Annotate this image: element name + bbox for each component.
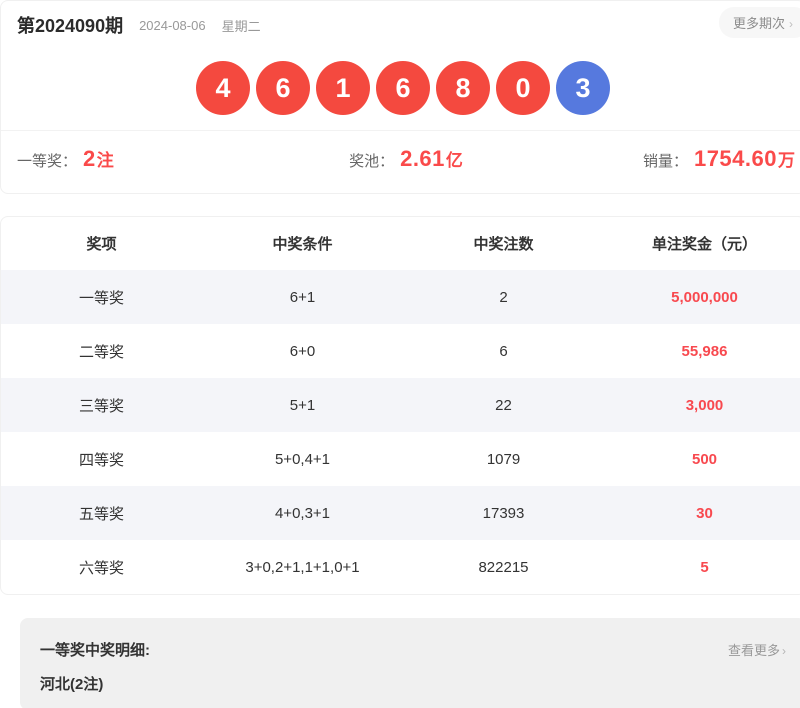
issue-header: 第2024090期 2024-08-06 星期二 更多期次 › (1, 1, 800, 46)
ball-red: 4 (196, 61, 250, 115)
stat-value: 2 (83, 146, 96, 171)
stat-label: 销量： (642, 153, 688, 170)
cell-condition: 6+0 (289, 342, 316, 360)
stat-value: 2.61 (400, 146, 445, 171)
see-more-link[interactable]: 查看更多 › (728, 640, 786, 659)
cell-win-count: 822215 (478, 558, 529, 576)
table-row: 一等奖 6+1 2 5,000,000 (1, 270, 800, 324)
cell-win-count: 1079 (486, 450, 521, 468)
table-row: 三等奖 5+1 22 3,000 (1, 378, 800, 432)
cell-prize-amount: 500 (691, 450, 718, 468)
prize-table: 奖项 中奖条件 中奖注数 单注奖金（元） 一等奖 6+1 2 5,000,000… (1, 217, 800, 594)
cell-prize-amount: 5,000,000 (671, 288, 738, 306)
draw-weekday: 星期二 (221, 18, 261, 34)
first-prize-details-card: 一等奖中奖明细: 查看更多 › 河北(2注) (20, 618, 800, 708)
cell-win-count: 2 (499, 288, 508, 306)
more-issues-label: 更多期次 (732, 16, 785, 31)
ball-blue: 3 (556, 61, 610, 115)
stat-unit: 注 (96, 151, 114, 170)
chevron-right-icon: › (789, 17, 793, 31)
details-title: 一等奖中奖明细: (40, 642, 150, 659)
more-issues-button[interactable]: 更多期次 › (718, 7, 800, 38)
ball-red: 0 (496, 61, 550, 115)
cell-prize-level: 六等奖 (78, 559, 124, 577)
winners-text: 河北(2注) (40, 676, 104, 693)
stat-jackpot: 奖池： 2.61 亿 (276, 146, 535, 172)
cell-prize-level: 四等奖 (78, 451, 124, 469)
cell-prize-level: 三等奖 (78, 397, 124, 415)
cell-prize-amount: 3,000 (685, 396, 724, 414)
cell-win-count: 17393 (482, 504, 525, 522)
see-more-label: 查看更多 (727, 643, 780, 658)
cell-condition: 5+1 (289, 396, 316, 414)
ball-red: 8 (436, 61, 490, 115)
table-header-row: 奖项 中奖条件 中奖注数 单注奖金（元） (1, 217, 800, 270)
draw-date: 2024-08-06 (139, 17, 206, 33)
stat-label: 一等奖： (17, 153, 78, 170)
cell-condition: 5+0,4+1 (274, 450, 331, 468)
prize-table-card: 奖项 中奖条件 中奖注数 单注奖金（元） 一等奖 6+1 2 5,000,000… (0, 216, 800, 595)
cell-prize-level: 五等奖 (78, 505, 124, 523)
stat-sales: 销量： 1754.60 万 (536, 146, 795, 172)
cell-condition: 3+0,2+1,1+1,0+1 (245, 558, 360, 576)
cell-prize-amount: 5 (700, 558, 709, 576)
chevron-right-icon: › (782, 644, 786, 658)
ball-red: 6 (256, 61, 310, 115)
stats-row: 一等奖： 2 注 奖池： 2.61 亿 销量： 1754.60 万 (1, 130, 800, 193)
details-header: 一等奖中奖明细: 查看更多 › (40, 639, 786, 660)
cell-win-count: 6 (499, 342, 508, 360)
stat-unit: 万 (777, 151, 795, 170)
stat-first-prize: 一等奖： 2 注 (17, 146, 276, 172)
issue-number: 第2024090期 (17, 16, 124, 36)
cell-prize-amount: 30 (696, 504, 713, 522)
cell-prize-level: 一等奖 (78, 289, 124, 307)
stat-value: 1754.60 (693, 146, 777, 171)
col-header-condition: 中奖条件 (272, 236, 333, 253)
table-row: 二等奖 6+0 6 55,986 (1, 324, 800, 378)
table-row: 四等奖 5+0,4+1 1079 500 (1, 432, 800, 486)
col-header-prize-level: 奖项 (86, 236, 117, 253)
cell-prize-amount: 55,986 (681, 342, 728, 360)
winning-numbers: 4 6 1 6 8 0 3 (1, 46, 800, 130)
stat-unit: 亿 (445, 151, 463, 170)
cell-condition: 4+0,3+1 (274, 504, 331, 522)
stat-label: 奖池： (349, 153, 395, 170)
table-row: 五等奖 4+0,3+1 17393 30 (1, 486, 800, 540)
draw-summary-card: 第2024090期 2024-08-06 星期二 更多期次 › 4 6 1 6 8… (0, 0, 800, 194)
table-row: 六等奖 3+0,2+1,1+1,0+1 822215 5 (1, 540, 800, 594)
cell-prize-level: 二等奖 (78, 343, 124, 361)
col-header-prize-amount: 单注奖金（元） (651, 236, 757, 253)
ball-red: 6 (376, 61, 430, 115)
cell-condition: 6+1 (289, 288, 316, 306)
cell-win-count: 22 (495, 396, 512, 414)
ball-red: 1 (316, 61, 370, 115)
col-header-win-count: 中奖注数 (473, 236, 534, 253)
